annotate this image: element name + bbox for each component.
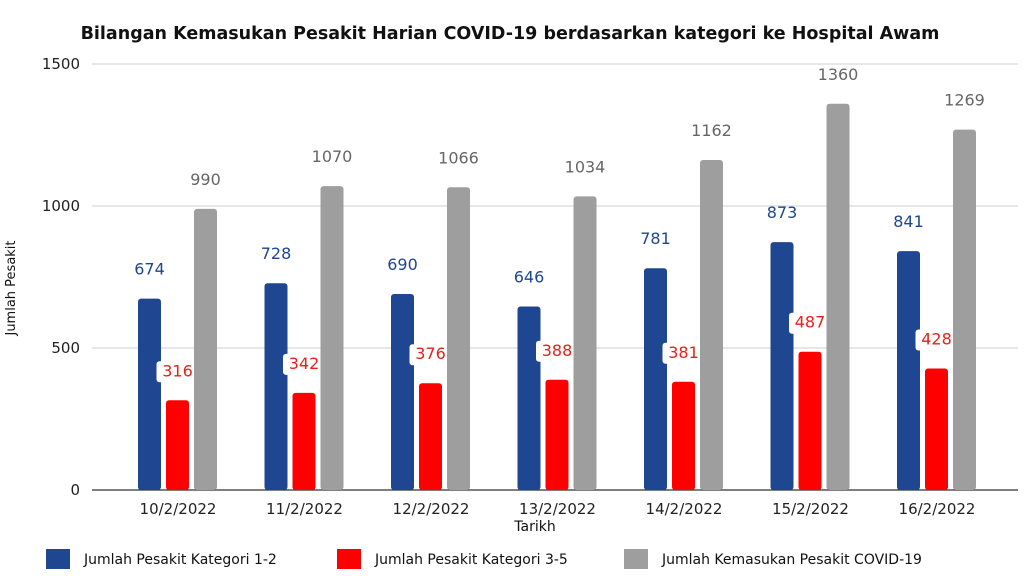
- legend-label: Jumlah Kemasukan Pesakit COVID-19: [661, 552, 922, 568]
- data-label-background: [536, 340, 578, 362]
- bar: [138, 298, 161, 490]
- y-tick-label: 1500: [42, 55, 80, 73]
- x-tick-label: 11/2/2022: [266, 500, 343, 518]
- bar-series: 674 316 990 728 342 1070 690 376 1066 646 388 1034 7…: [134, 65, 985, 491]
- data-label: 1066: [438, 148, 479, 167]
- data-label: 781: [640, 229, 671, 248]
- data-label-background: [662, 342, 705, 364]
- x-tick-label: 16/2/2022: [899, 500, 976, 518]
- legend-label: Jumlah Pesakit Kategori 1-2: [83, 552, 277, 568]
- bar: [897, 251, 920, 490]
- data-label-background: [283, 353, 325, 375]
- y-tick-label: 500: [51, 339, 80, 357]
- data-label: 1162: [691, 121, 732, 140]
- data-label: 1034: [565, 157, 606, 176]
- bar: [925, 368, 948, 490]
- x-tick-label: 15/2/2022: [772, 500, 849, 518]
- x-tick-label: 14/2/2022: [646, 500, 723, 518]
- y-tick-label: 0: [70, 481, 80, 499]
- data-label: 674: [134, 260, 165, 279]
- data-label: 1070: [312, 147, 353, 166]
- data-label: 690: [387, 255, 418, 274]
- data-label: 381: [668, 343, 699, 362]
- data-label: 376: [415, 344, 446, 363]
- bar: [264, 283, 288, 490]
- bar: [517, 306, 541, 490]
- bar: [700, 159, 723, 490]
- data-label: 388: [542, 341, 573, 360]
- bar: [644, 268, 667, 490]
- legend-swatch: [624, 549, 648, 569]
- data-label: 1269: [944, 91, 985, 110]
- data-label: 342: [289, 354, 320, 373]
- bar: [447, 187, 470, 491]
- bar: [770, 242, 794, 490]
- data-label: 990: [190, 170, 221, 189]
- data-label: 1360: [818, 65, 859, 84]
- data-label: 487: [795, 313, 826, 332]
- chart-title: Bilangan Kemasukan Pesakit Harian COVID-…: [81, 24, 940, 44]
- data-label: 728: [261, 244, 292, 263]
- bar: [573, 196, 597, 490]
- legend-swatch: [46, 549, 70, 569]
- bar: [826, 103, 850, 490]
- bar: [953, 129, 976, 490]
- y-axis-label: Jumlah Pesakit: [4, 240, 19, 336]
- data-label-background: [156, 361, 199, 383]
- bar: [292, 392, 316, 490]
- legend-label: Jumlah Pesakit Kategori 3-5: [374, 552, 568, 568]
- legend: Jumlah Pesakit Kategori 1-2 Jumlah Pesaki…: [46, 549, 922, 569]
- bar: [419, 383, 442, 490]
- legend-swatch: [337, 549, 361, 569]
- data-label: 646: [514, 268, 545, 287]
- bar: [391, 294, 414, 490]
- bar: [672, 381, 695, 490]
- y-axis-ticks: 0 500 1000 1500: [42, 55, 80, 499]
- x-tick-label: 10/2/2022: [140, 500, 217, 518]
- data-label: 873: [767, 203, 798, 222]
- data-label-background: [789, 312, 831, 334]
- data-label: 428: [921, 329, 952, 348]
- bar: [166, 400, 189, 490]
- y-tick-label: 1000: [42, 197, 80, 215]
- bar: [320, 186, 344, 490]
- data-label-background: [915, 329, 958, 351]
- data-label: 316: [162, 361, 193, 380]
- x-axis-ticks: 10/2/2022 11/2/2022 12/2/2022 13/2/2022 14/2…: [140, 500, 976, 518]
- x-tick-label: 13/2/2022: [519, 500, 596, 518]
- bar: [194, 208, 217, 490]
- x-axis-label: Tarikh: [513, 519, 555, 535]
- bar: [798, 351, 822, 490]
- bar: [545, 379, 569, 490]
- data-label-background: [409, 344, 452, 366]
- data-label: 841: [893, 212, 924, 231]
- x-tick-label: 12/2/2022: [393, 500, 470, 518]
